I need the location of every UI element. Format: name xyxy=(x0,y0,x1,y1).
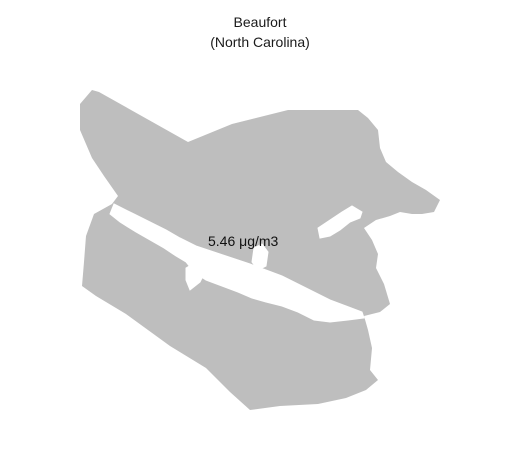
lower-inlet xyxy=(185,261,207,291)
pamlico-river-channel xyxy=(109,203,365,323)
map-value-label: 5.46 μg/m3 xyxy=(208,233,279,249)
map-title: Beaufort xyxy=(233,14,287,30)
map-subtitle: (North Carolina) xyxy=(210,34,310,50)
upper-creek xyxy=(317,205,363,239)
small-inlet xyxy=(251,243,269,271)
map-title-block: Beaufort (North Carolina) xyxy=(0,12,520,52)
water-channels xyxy=(109,203,365,323)
